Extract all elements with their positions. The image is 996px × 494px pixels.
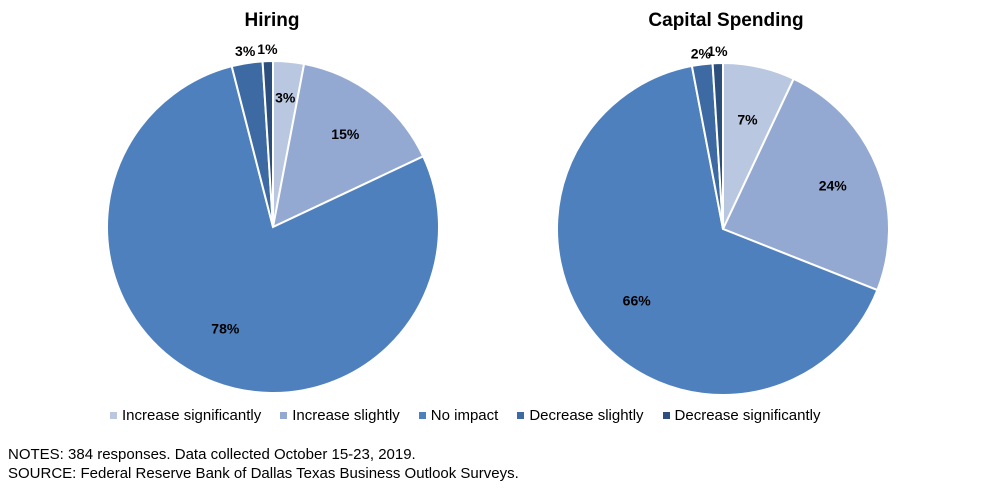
pie-slice-decrease-significantly xyxy=(711,61,724,230)
legend-swatch xyxy=(280,412,288,419)
pie-chart-capital-spending: Capital Spending 7% 24% 66% 2%1% xyxy=(556,10,890,396)
legend-label: Decrease slightly xyxy=(529,407,644,424)
data-label-increase-significantly: 3% xyxy=(275,90,296,106)
notes: NOTES: 384 responses. Data collected Oct… xyxy=(8,445,519,483)
legend-label: Increase significantly xyxy=(122,407,262,424)
data-label-decrease-slightly: 3% xyxy=(235,43,256,59)
legend-label: Decrease significantly xyxy=(674,407,821,424)
legend-item-no-impact: No impact xyxy=(418,407,499,424)
legend-swatch xyxy=(110,412,117,419)
legend-swatch xyxy=(662,412,670,419)
pie-slice-increase-slightly xyxy=(721,77,890,292)
legend: Increase significantly Increase slightly N… xyxy=(110,407,839,424)
data-label-increase-slightly: 15% xyxy=(331,126,360,142)
pie-slice-increase-slightly xyxy=(271,62,425,229)
chart-title: Hiring xyxy=(245,10,300,31)
pie-slice-decrease-significantly xyxy=(261,59,274,228)
legend-item-increase-slightly: Increase slightly xyxy=(280,407,400,424)
chart-title: Capital Spending xyxy=(648,10,803,31)
pie-slice-no-impact xyxy=(556,64,879,396)
data-label-no-impact: 78% xyxy=(211,320,240,336)
data-label-decrease-slightly: 2% xyxy=(691,45,712,61)
pie-slice-no-impact xyxy=(106,64,440,394)
legend-swatch xyxy=(418,412,426,419)
legend-label: No impact xyxy=(430,407,499,424)
data-label-increase-significantly: 7% xyxy=(737,112,758,128)
data-label-decrease-significantly: 1% xyxy=(707,43,728,59)
legend-item-increase-significantly: Increase significantly xyxy=(110,407,261,424)
data-label-decrease-significantly: 1% xyxy=(257,41,278,57)
source-line: SOURCE: Federal Reserve Bank of Dallas T… xyxy=(8,465,519,482)
notes-line: NOTES: 384 responses. Data collected Oct… xyxy=(8,446,416,463)
data-label-increase-slightly: 24% xyxy=(819,178,848,194)
data-label-no-impact: 66% xyxy=(623,292,652,308)
legend-swatch xyxy=(517,412,525,419)
legend-item-decrease-slightly: Decrease slightly xyxy=(517,407,644,424)
legend-item-decrease-significantly: Decrease significantly xyxy=(662,407,821,424)
legend-label: Increase slightly xyxy=(292,407,400,424)
